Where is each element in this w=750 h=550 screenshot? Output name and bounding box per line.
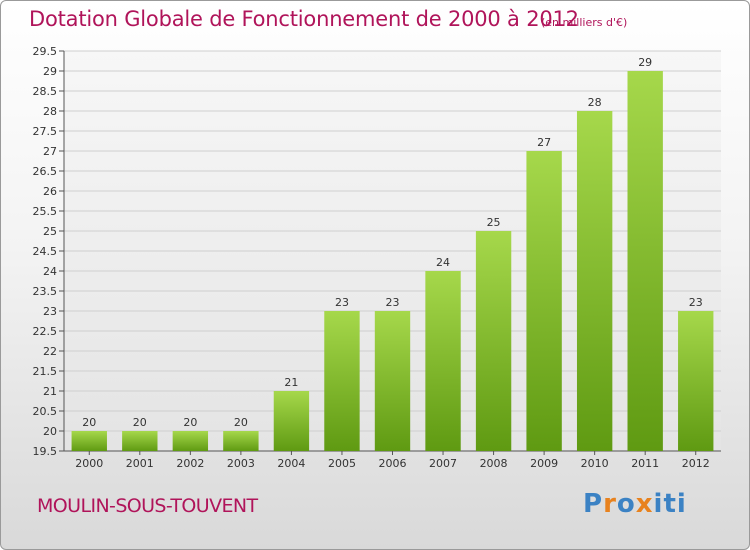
y-tick-label: 26.5 bbox=[33, 165, 58, 178]
bar bbox=[273, 391, 310, 451]
bar-value-label: 20 bbox=[82, 416, 96, 429]
x-tick-label: 2008 bbox=[480, 457, 508, 470]
y-tick-label: 27 bbox=[43, 145, 57, 158]
chart-title: Dotation Globale de Fonctionnement de 20… bbox=[29, 7, 579, 31]
bar-value-label: 23 bbox=[689, 296, 703, 309]
bar-value-label: 29 bbox=[638, 56, 652, 69]
bar bbox=[678, 311, 714, 451]
bar-value-label: 28 bbox=[588, 96, 602, 109]
bar bbox=[172, 431, 209, 451]
bar bbox=[71, 431, 107, 451]
y-tick-label: 28.5 bbox=[33, 85, 58, 98]
y-tick-label: 23.5 bbox=[33, 285, 58, 298]
bar-value-label: 23 bbox=[335, 296, 349, 309]
bar-value-label: 20 bbox=[234, 416, 248, 429]
y-tick-label: 22 bbox=[43, 345, 57, 358]
y-tick-label: 19.5 bbox=[33, 445, 58, 458]
x-tick-label: 2003 bbox=[227, 457, 255, 470]
y-tick-label: 21 bbox=[43, 385, 57, 398]
bar-value-label: 20 bbox=[133, 416, 147, 429]
bar-value-label: 25 bbox=[487, 216, 501, 229]
bar bbox=[425, 271, 461, 451]
commune-name: MOULIN-SOUS-TOUVENT bbox=[37, 495, 258, 517]
x-tick-label: 2007 bbox=[429, 457, 457, 470]
bar-value-label: 23 bbox=[386, 296, 400, 309]
bar-value-label: 21 bbox=[284, 376, 298, 389]
bar bbox=[576, 111, 613, 451]
x-tick-label: 2012 bbox=[682, 457, 710, 470]
y-tick-label: 28 bbox=[43, 105, 57, 118]
y-tick-label: 29.5 bbox=[33, 45, 58, 58]
y-tick-label: 20.5 bbox=[33, 405, 58, 418]
x-tick-label: 2011 bbox=[631, 457, 659, 470]
y-tick-label: 29 bbox=[43, 65, 57, 78]
y-tick-label: 25.5 bbox=[33, 205, 58, 218]
bar bbox=[526, 151, 562, 451]
y-tick-label: 25 bbox=[43, 225, 57, 238]
y-tick-label: 22.5 bbox=[33, 325, 58, 338]
bar bbox=[122, 431, 158, 451]
bar bbox=[324, 311, 360, 451]
x-tick-label: 2006 bbox=[379, 457, 407, 470]
bar bbox=[223, 431, 259, 451]
bar bbox=[475, 231, 512, 451]
x-tick-label: 2010 bbox=[581, 457, 609, 470]
y-tick-label: 26 bbox=[43, 185, 57, 198]
y-tick-label: 27.5 bbox=[33, 125, 58, 138]
x-tick-label: 2004 bbox=[277, 457, 305, 470]
y-tick-label: 21.5 bbox=[33, 365, 58, 378]
bar-value-label: 27 bbox=[537, 136, 551, 149]
y-tick-label: 24 bbox=[43, 265, 57, 278]
bar bbox=[627, 71, 663, 451]
proxiti-logo: Proxiti bbox=[583, 489, 687, 519]
bar bbox=[374, 311, 411, 451]
unit-note: (en milliers d'€) bbox=[541, 16, 628, 29]
x-tick-label: 2001 bbox=[126, 457, 154, 470]
x-tick-label: 2002 bbox=[176, 457, 204, 470]
bar-value-label: 20 bbox=[183, 416, 197, 429]
x-tick-label: 2000 bbox=[75, 457, 103, 470]
y-tick-label: 20 bbox=[43, 425, 57, 438]
x-tick-label: 2009 bbox=[530, 457, 558, 470]
y-tick-label: 24.5 bbox=[33, 245, 58, 258]
bar-value-label: 24 bbox=[436, 256, 450, 269]
x-tick-label: 2005 bbox=[328, 457, 356, 470]
y-tick-label: 23 bbox=[43, 305, 57, 318]
